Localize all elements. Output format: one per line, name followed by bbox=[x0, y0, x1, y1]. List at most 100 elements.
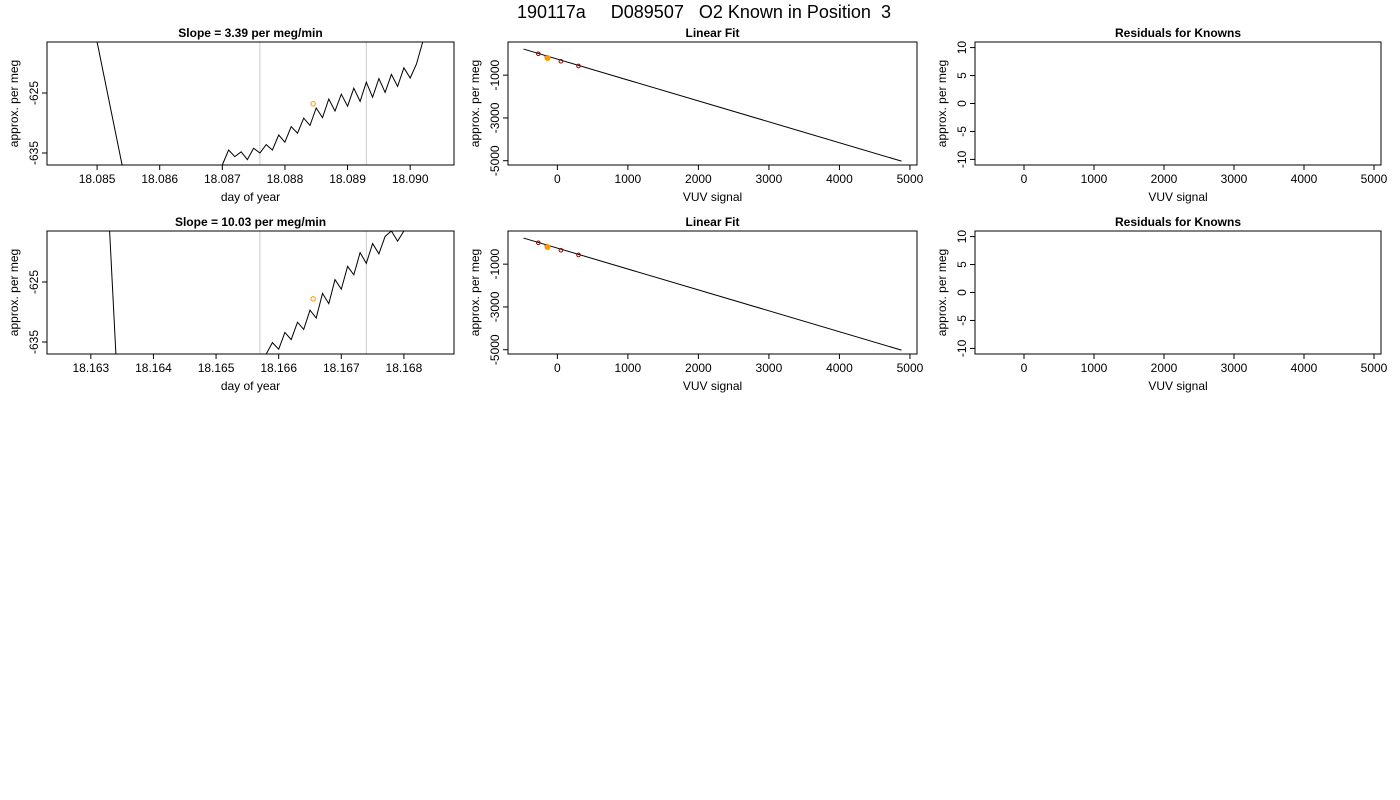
y-tick-label: -635 bbox=[27, 141, 41, 165]
x-tick-label: 3000 bbox=[756, 361, 783, 375]
x-tick-label: 4000 bbox=[1291, 172, 1318, 186]
x-tick-label: 3000 bbox=[756, 172, 783, 186]
plot-area bbox=[109, 231, 405, 354]
x-tick-label: 18.167 bbox=[323, 361, 360, 375]
y-tick-label: -10 bbox=[955, 150, 969, 168]
x-tick-label: 5000 bbox=[1361, 172, 1388, 186]
x-tick-label: 5000 bbox=[1361, 361, 1388, 375]
panel-title: Linear Fit bbox=[685, 26, 739, 40]
data-point bbox=[558, 58, 564, 64]
panel-title: Residuals for Knowns bbox=[1115, 26, 1241, 40]
plot-frame bbox=[507, 230, 918, 355]
y-axis-label: approx. per meg bbox=[935, 249, 949, 336]
x-tick-label: 4000 bbox=[1291, 361, 1318, 375]
y-tick-label: -3000 bbox=[488, 291, 502, 322]
plot-area bbox=[523, 48, 902, 162]
y-tick-label: -5000 bbox=[488, 145, 502, 176]
x-tick-label: 1000 bbox=[615, 361, 642, 375]
chart-panel-6: Residuals for Knowns 0 1000 2000 3000 4000 500… bbox=[935, 215, 1388, 393]
x-axis-label: VUV signal bbox=[1148, 190, 1207, 204]
plot-frame bbox=[46, 230, 455, 355]
x-tick-label: 18.085 bbox=[79, 172, 116, 186]
x-axis-label: VUV signal bbox=[683, 190, 742, 204]
x-tick-label: 0 bbox=[1021, 172, 1028, 186]
x-tick-label: 2000 bbox=[685, 361, 712, 375]
series-line-1 bbox=[96, 42, 424, 165]
plot-frame bbox=[507, 41, 918, 166]
panel-title: Slope = 3.39 per meg/min bbox=[178, 26, 322, 40]
series-line-1 bbox=[109, 231, 405, 354]
y-tick-label: 5 bbox=[955, 72, 969, 79]
x-tick-label: 2000 bbox=[1151, 361, 1178, 375]
plot-area bbox=[523, 237, 902, 351]
chart-panel-5: Linear Fit 0 1000 2000 3000 4000 5000 -5000 -300… bbox=[468, 215, 924, 393]
y-tick-label: -5000 bbox=[488, 334, 502, 365]
y-tick-label: -1000 bbox=[488, 248, 502, 279]
x-tick-label: 1000 bbox=[1081, 172, 1108, 186]
x-tick-label: 18.166 bbox=[260, 361, 297, 375]
x-tick-label: 4000 bbox=[826, 172, 853, 186]
y-axis-label: approx. per meg bbox=[7, 249, 21, 336]
x-tick-label: 0 bbox=[554, 361, 561, 375]
panel-title: Slope = 10.03 per meg/min bbox=[175, 215, 326, 229]
chart-panel-3: Residuals for Knowns 0 1000 2000 3000 4000 500… bbox=[935, 26, 1388, 204]
x-tick-label: 18.163 bbox=[72, 361, 109, 375]
x-tick-label: 4000 bbox=[826, 361, 853, 375]
data-point bbox=[536, 240, 541, 246]
y-axis-label: approx. per meg bbox=[468, 249, 482, 336]
x-tick-label: 3000 bbox=[1221, 361, 1248, 375]
x-tick-label: 0 bbox=[554, 172, 561, 186]
marker-point bbox=[310, 296, 316, 302]
y-tick-label: 10 bbox=[955, 41, 969, 55]
x-tick-label: 18.089 bbox=[329, 172, 366, 186]
marker-point bbox=[310, 101, 316, 107]
chart-panel-2: Linear Fit 0 1000 2000 3000 4000 5000 -5000 -300… bbox=[468, 26, 924, 204]
main-title: 190117a D089507 O2 Known in Position 3 bbox=[517, 2, 891, 22]
y-tick-label: -3000 bbox=[488, 102, 502, 133]
y-tick-label: -5 bbox=[955, 126, 969, 137]
y-tick-label: 0 bbox=[955, 100, 969, 107]
x-tick-label: 18.087 bbox=[204, 172, 241, 186]
x-tick-label: 18.088 bbox=[267, 172, 304, 186]
y-tick-label: -635 bbox=[27, 330, 41, 354]
chart-panel-1: Slope = 3.39 per meg/min 18.085 18.086 18.0… bbox=[7, 26, 455, 204]
plot-frame bbox=[974, 230, 1382, 355]
x-axis-label: day of year bbox=[221, 379, 280, 393]
x-axis-label: VUV signal bbox=[683, 379, 742, 393]
y-axis-label: approx. per meg bbox=[935, 60, 949, 147]
plot-area bbox=[96, 42, 424, 165]
x-tick-label: 18.090 bbox=[392, 172, 429, 186]
fit-line bbox=[523, 48, 902, 162]
x-axis-label: day of year bbox=[221, 190, 280, 204]
chart-panel-4: Slope = 10.03 per meg/min 18.163 18.164 18.… bbox=[7, 215, 455, 393]
x-tick-label: 3000 bbox=[1221, 172, 1248, 186]
x-tick-label: 0 bbox=[1021, 361, 1028, 375]
y-tick-label: -5 bbox=[955, 315, 969, 326]
x-axis-label: VUV signal bbox=[1148, 379, 1207, 393]
x-tick-label: 18.165 bbox=[198, 361, 235, 375]
y-tick-label: -10 bbox=[955, 339, 969, 357]
x-tick-label: 2000 bbox=[1151, 172, 1178, 186]
data-point bbox=[536, 51, 541, 57]
x-tick-label: 18.086 bbox=[141, 172, 178, 186]
x-tick-label: 18.164 bbox=[135, 361, 172, 375]
x-tick-label: 5000 bbox=[897, 361, 924, 375]
x-tick-label: 18.168 bbox=[386, 361, 423, 375]
y-tick-label: -625 bbox=[27, 81, 41, 105]
plot-frame bbox=[974, 41, 1382, 166]
y-tick-label: -1000 bbox=[488, 59, 502, 90]
x-tick-label: 1000 bbox=[1081, 361, 1108, 375]
data-point bbox=[558, 247, 564, 253]
panel-title: Linear Fit bbox=[685, 215, 739, 229]
x-tick-label: 5000 bbox=[897, 172, 924, 186]
x-tick-label: 2000 bbox=[685, 172, 712, 186]
y-tick-label: 5 bbox=[955, 261, 969, 268]
data-point bbox=[576, 63, 581, 69]
y-tick-label: -625 bbox=[27, 270, 41, 294]
panel-title: Residuals for Knowns bbox=[1115, 215, 1241, 229]
highlight-point bbox=[544, 244, 551, 251]
y-tick-label: 10 bbox=[955, 230, 969, 244]
data-point bbox=[576, 252, 581, 258]
highlight-point bbox=[544, 55, 551, 62]
